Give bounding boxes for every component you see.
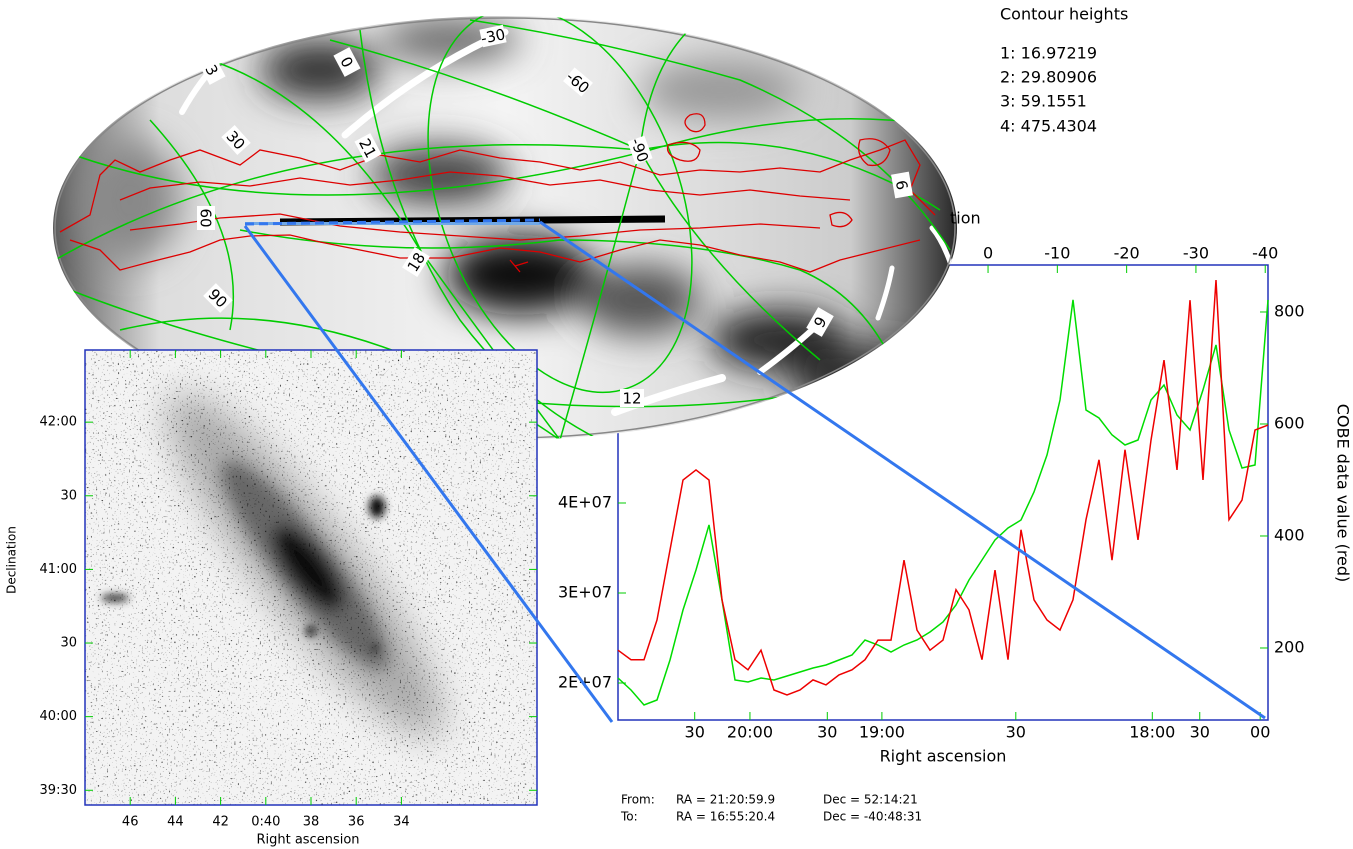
connector <box>539 220 1266 720</box>
x-tick-label: 38 <box>303 815 320 830</box>
x-tick-label: 36 <box>348 815 365 830</box>
label-box <box>203 283 233 313</box>
grid-label: 18 <box>402 247 430 277</box>
connector <box>243 225 614 723</box>
endpoint-text: RA = 16:55:20.4 <box>676 810 775 824</box>
grid-label: 9 <box>806 307 834 337</box>
label-box <box>402 247 430 277</box>
grid-label: 60 <box>197 206 215 230</box>
x2-tick-label: -40 <box>1252 244 1278 263</box>
y-tick-label: 41:00 <box>40 562 77 577</box>
contour-height: 4: 475.4304 <box>1000 117 1097 136</box>
contour-height: 1: 16.97219 <box>1000 44 1097 63</box>
label-box <box>198 55 226 85</box>
grid-label: 3 <box>198 55 226 85</box>
y2-tick-label: 800 <box>1274 301 1305 320</box>
label-box <box>563 67 593 97</box>
track <box>244 218 541 226</box>
label-box <box>627 135 653 165</box>
x-axis-label: Right ascension <box>880 747 1007 766</box>
grid-label: 0 <box>333 47 361 77</box>
line-plot: 30 20:00 30 19:00 30 18:00 30 000 -10 -20 -30 -402E… <box>558 244 1353 824</box>
endpoint-text: To: <box>620 810 638 824</box>
x-tick-label: 34 <box>393 815 410 830</box>
x-tick-label: 00 <box>1250 723 1270 742</box>
grid-label: 12 <box>620 389 644 408</box>
galaxy-image <box>85 350 537 805</box>
grid-label: 6 <box>891 171 913 199</box>
track-lines <box>243 218 1266 723</box>
y-tick-label: 4E+07 <box>558 492 612 511</box>
x-tick-label: 42 <box>212 815 229 830</box>
noise <box>85 350 537 805</box>
y-tick-label: 2E+07 <box>558 673 612 692</box>
x2-tick-label: -10 <box>1044 244 1070 263</box>
endpoint-text: RA = 21:20:59.9 <box>676 793 775 807</box>
x-tick-label: 0:40 <box>251 815 280 830</box>
y2-tick-label: 600 <box>1274 413 1305 432</box>
x-tick-label: 30 <box>1190 723 1210 742</box>
y-tick-label: 39:30 <box>40 783 77 798</box>
data-line <box>617 280 1269 696</box>
label-box <box>221 125 251 155</box>
x2-tick-label: -30 <box>1183 244 1209 263</box>
grid-label: -30 <box>479 24 507 48</box>
y-tick-label: 42:00 <box>40 415 77 430</box>
x-tick-label: 30 <box>1006 723 1026 742</box>
x2-tick-label: 0 <box>983 244 993 263</box>
x-axis-label: Right ascension <box>256 833 359 848</box>
endpoint-text: From: <box>621 793 655 807</box>
endpoint-text: Dec = 52:14:21 <box>823 793 918 807</box>
x-tick-label: 20:00 <box>727 723 773 742</box>
x2-tick-label: -20 <box>1114 244 1140 263</box>
grid-label-text: -30 <box>479 25 507 48</box>
label-box <box>620 389 644 407</box>
label-box <box>333 47 361 77</box>
x-tick-label: 19:00 <box>859 723 905 742</box>
y2-axis-label: COBE data value (red) <box>1334 404 1353 583</box>
label-box <box>479 24 507 48</box>
contour-height: 2: 29.80906 <box>1000 68 1097 87</box>
contour-title: Contour heights <box>1000 5 1128 24</box>
x-tick-label: 30 <box>685 723 705 742</box>
x-tick-label: 18:00 <box>1129 723 1175 742</box>
x-tick-label: 44 <box>167 815 184 830</box>
y2-tick-label: 200 <box>1274 637 1305 656</box>
contour-height: 3: 59.1551 <box>1000 92 1087 111</box>
y-axis-label: Declination <box>5 526 19 594</box>
label-box <box>891 171 913 199</box>
y2-tick-label: 400 <box>1274 525 1305 544</box>
label-box <box>354 133 382 163</box>
y-tick-label: 30 <box>60 488 77 503</box>
x-tick-label: 30 <box>817 723 837 742</box>
x-tick-label: 46 <box>122 815 139 830</box>
image-panel: 46 44 42 0:40 38 36 34 42:00 30 41:00 30 40:00 39:30… <box>5 349 538 848</box>
grid-label-text: 60 <box>197 208 215 227</box>
y-tick-label: 30 <box>60 636 77 651</box>
endpoint-text: Dec = -40:48:31 <box>823 810 922 824</box>
label-box <box>197 206 215 230</box>
grid-label-text: 12 <box>622 390 641 408</box>
annotation: tion <box>950 209 981 228</box>
label-box <box>806 307 834 337</box>
contours <box>59 113 936 273</box>
y-tick-label: 40:00 <box>40 709 77 724</box>
grid-label-text: 6 <box>892 179 911 192</box>
y-tick-label: 3E+07 <box>558 582 612 601</box>
